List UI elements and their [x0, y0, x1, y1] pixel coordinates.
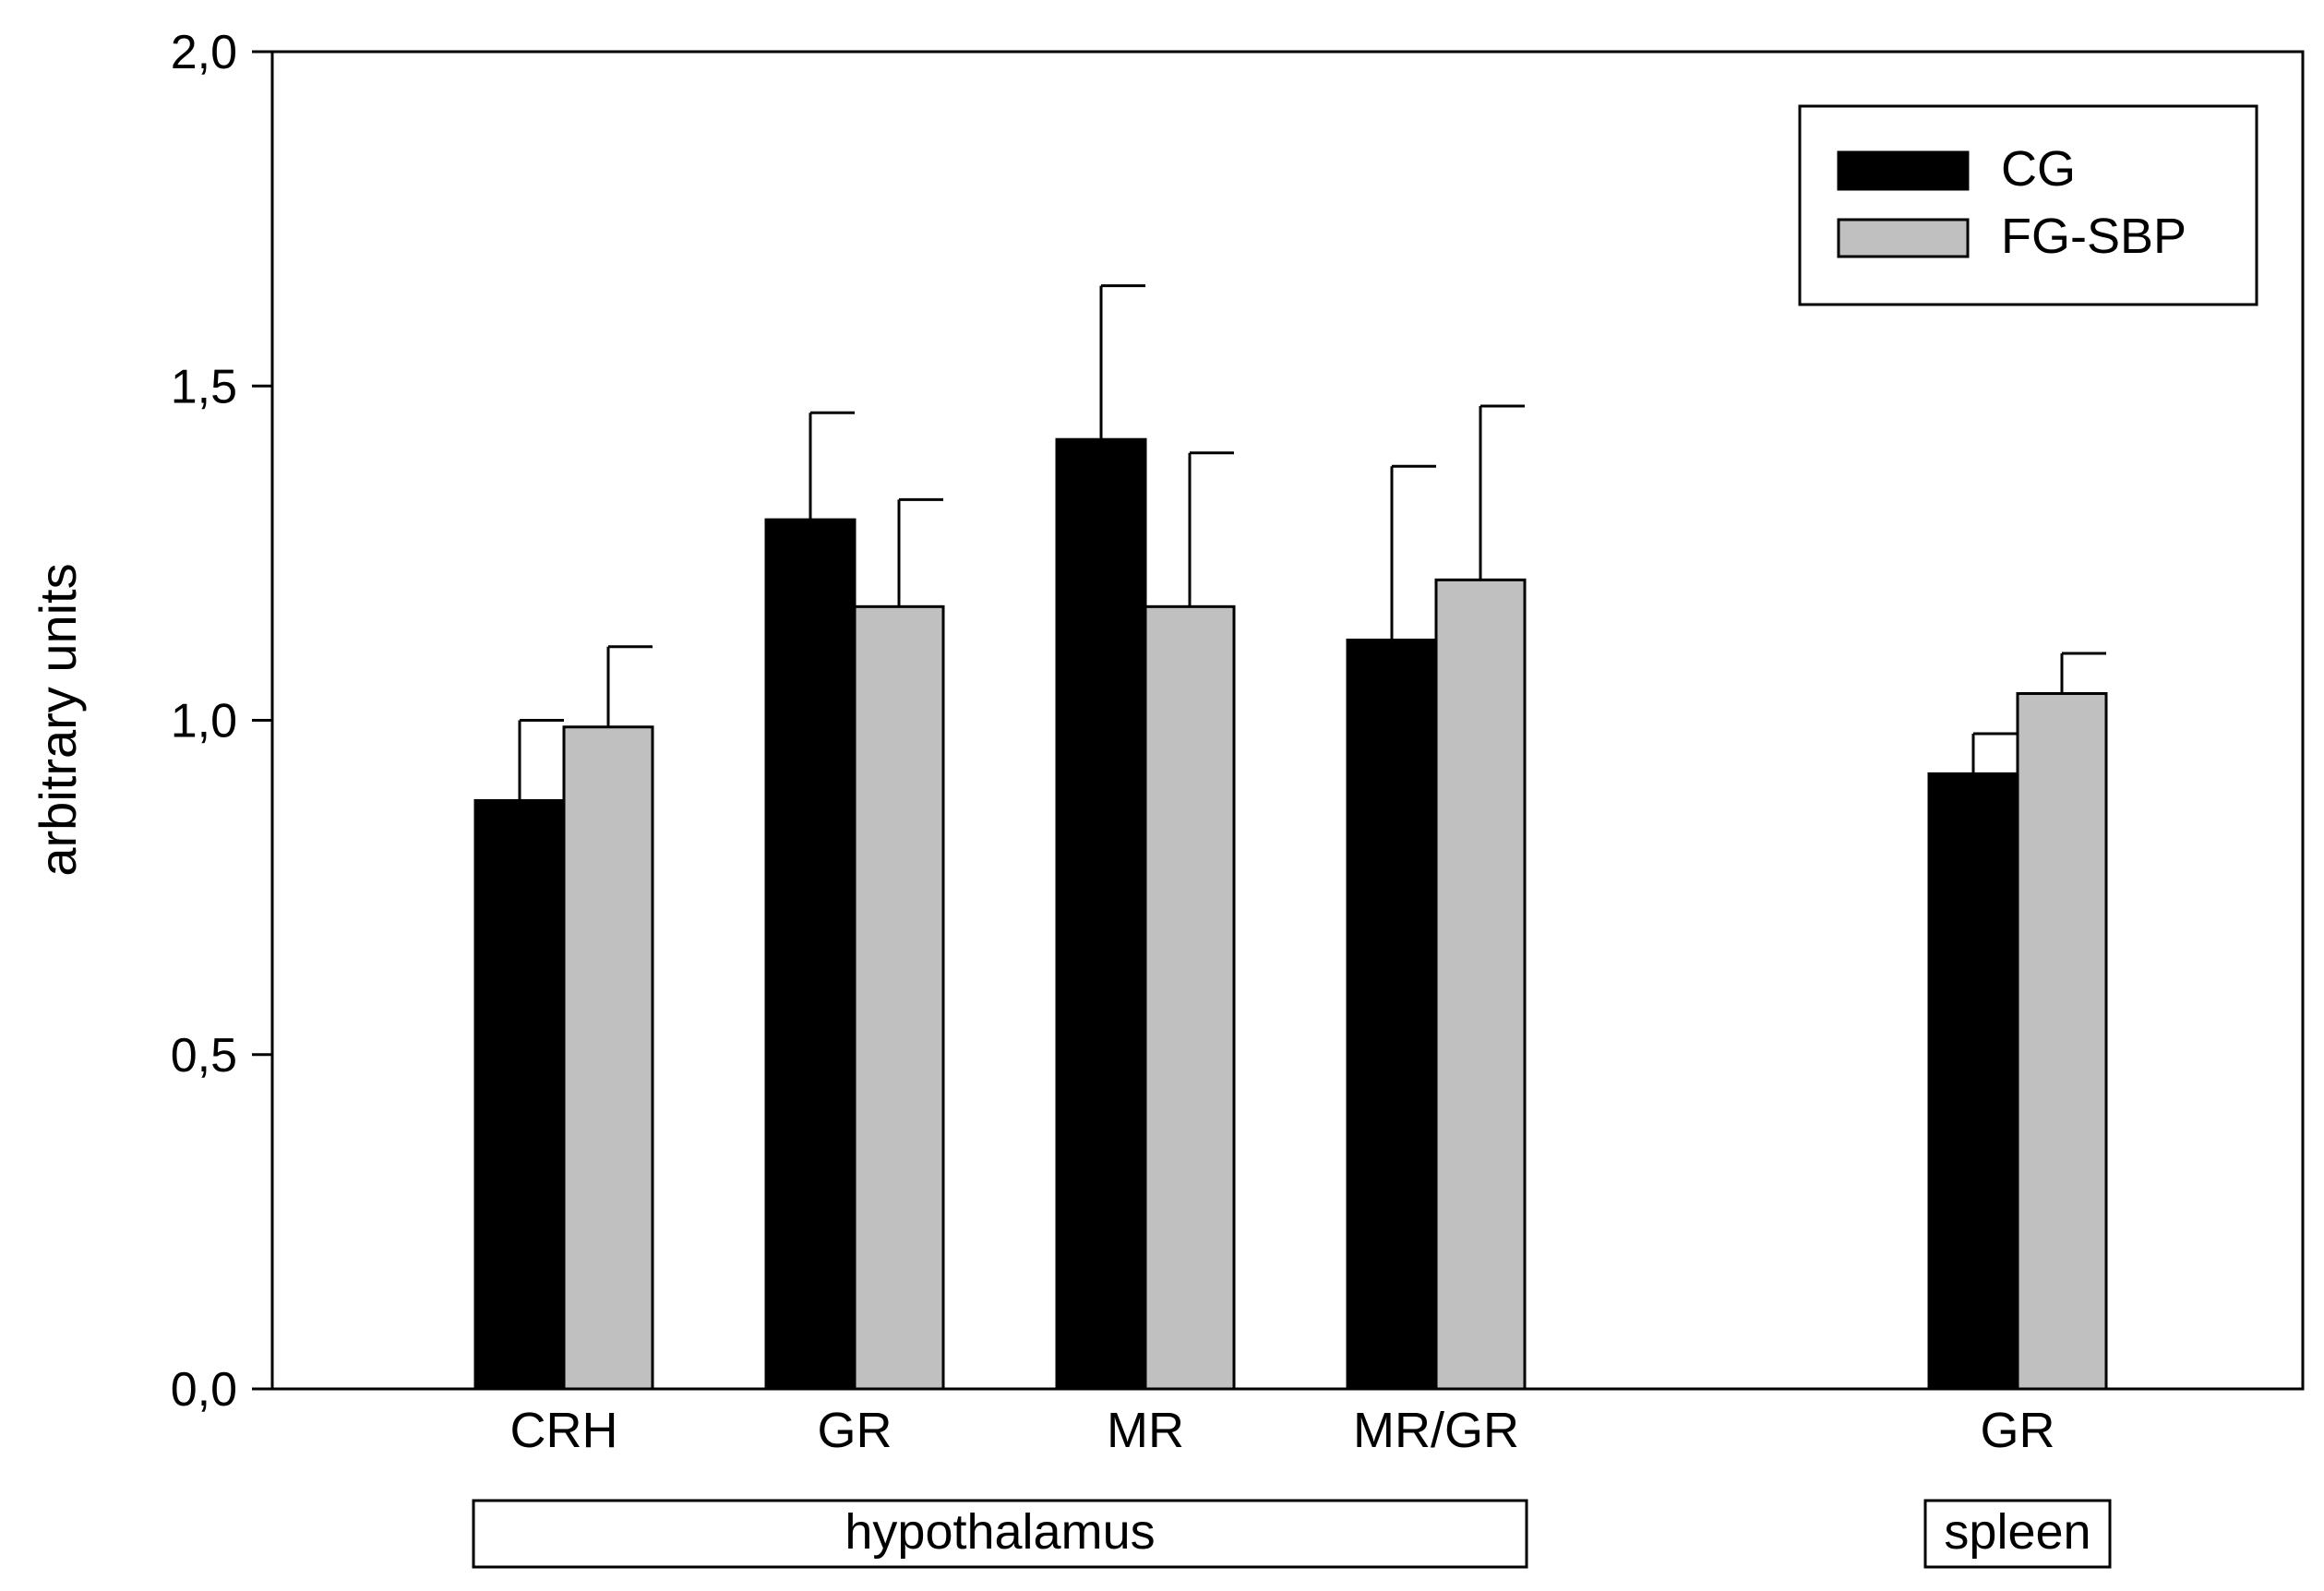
legend-swatch-cg — [1837, 150, 1970, 191]
bar-fg-sbp-mr — [1144, 604, 1236, 1391]
error-bars-layer — [518, 284, 2106, 801]
bar-fg-sbp-gr — [853, 604, 945, 1391]
y-tick-label: 2,0 — [171, 26, 237, 79]
bar-cg-crh — [473, 798, 566, 1391]
bar-fg-sbp-mr-gr — [1434, 578, 1527, 1391]
legend-label-fg-sbp: FG-SBP — [2001, 209, 2186, 264]
x-tick-label: GR — [818, 1403, 892, 1458]
legend-box — [1798, 104, 2258, 306]
group-label-spleen: spleen — [1944, 1504, 2090, 1560]
legend: CG FG-SBP — [1798, 104, 2258, 306]
y-tick-label: 0,5 — [171, 1029, 237, 1083]
bar-fg-sbp-crh — [562, 725, 654, 1391]
group-box-hypothalamus — [472, 1499, 1528, 1569]
x-axis: CRH GR MR MR/GR GR — [510, 1403, 2055, 1458]
bar-cg-gr — [764, 518, 857, 1391]
legend-label-cg: CG — [2001, 141, 2076, 197]
bar-cg-mr — [1055, 437, 1147, 1391]
group-label-hypothalamus: hypothalamus — [845, 1504, 1155, 1560]
bars-layer — [473, 437, 2108, 1391]
x-tick-label: MR — [1107, 1403, 1184, 1458]
x-tick-label: MR/GR — [1353, 1403, 1519, 1458]
bar-fg-sbp-gr — [2016, 692, 2108, 1391]
y-axis-label: arbitrary units — [29, 563, 87, 876]
bar-cg-gr — [1927, 772, 2019, 1391]
group-labels: hypothalamus spleen — [472, 1499, 2112, 1569]
x-tick-label: GR — [1981, 1403, 2055, 1458]
group-box-spleen — [1923, 1499, 2112, 1569]
bar-cg-mr-gr — [1346, 639, 1438, 1391]
y-tick-label: 1,5 — [171, 360, 237, 413]
legend-swatch-fg-sbp — [1837, 218, 1970, 258]
y-tick-label: 1,0 — [171, 695, 237, 748]
y-tick-label: 0,0 — [171, 1363, 237, 1417]
x-tick-label: CRH — [510, 1403, 618, 1458]
y-axis: 0,0 0,5 1,0 1,5 2,0 — [171, 26, 272, 1417]
